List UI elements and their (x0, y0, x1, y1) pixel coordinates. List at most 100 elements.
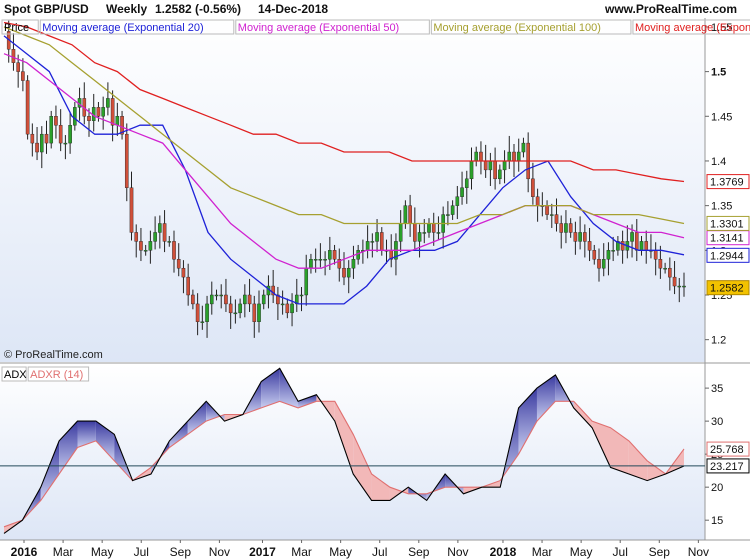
candle-body (583, 232, 587, 242)
x-tick-label: Nov (209, 545, 230, 559)
candle-body (276, 294, 280, 305)
candle-body (205, 303, 209, 322)
candle-body (228, 303, 233, 314)
candle-body (332, 250, 337, 260)
watermark: © ProRealTime.com (4, 349, 103, 361)
price-legend-box (632, 19, 750, 35)
candle-body (493, 160, 497, 180)
candle-body (153, 232, 157, 242)
candle-body (427, 223, 431, 233)
ma-value-box (706, 215, 750, 231)
price-y-tick-label: 1.2 (711, 335, 726, 347)
candle-body (663, 267, 667, 270)
x-tick-label: Sep (649, 545, 671, 559)
last-price-change: 1.2582 (-0.56%) (155, 2, 242, 16)
candle-body (634, 232, 639, 251)
candle-body (261, 294, 266, 305)
candle-body (219, 294, 224, 297)
candle-body (342, 267, 346, 278)
candle-body (398, 223, 403, 242)
candle-body (106, 98, 110, 108)
x-tick-label: Mar (291, 545, 312, 559)
candle-body (431, 223, 436, 233)
last-price-label: 1.2582 (710, 283, 744, 295)
candle-body (408, 205, 412, 224)
candle-body (162, 223, 167, 242)
candle-body (379, 232, 384, 251)
price-panel (0, 18, 705, 362)
price-y-tick-label: 1.45 (711, 111, 732, 123)
candle-body (337, 259, 342, 269)
ma-value-box (706, 247, 750, 263)
candle-body (455, 196, 460, 206)
candle-body (294, 294, 299, 305)
candle-body (172, 241, 176, 260)
candle-body (148, 241, 153, 251)
candle-body (224, 294, 228, 305)
candle-body (129, 187, 134, 233)
adx-y-tick-label: 20 (711, 482, 723, 494)
candle-body (35, 142, 39, 153)
candle-body (73, 107, 77, 126)
candle-body (559, 223, 564, 233)
candle-body (285, 303, 290, 314)
candle-body (101, 107, 105, 117)
adx-y-tick-label: 35 (711, 383, 723, 395)
candle-body (299, 294, 304, 297)
adx-fill-segment (610, 427, 629, 474)
x-tick-label: Nov (447, 545, 468, 559)
adx-value-box (706, 441, 750, 457)
candle-body (365, 241, 370, 251)
candle-body (346, 267, 351, 278)
ma-value-label: 1.3769 (710, 177, 744, 189)
adx-fill-segment (536, 374, 556, 422)
ma-value-box (706, 174, 750, 190)
candle-body (677, 285, 682, 288)
candle-body (252, 303, 257, 322)
candle-body (554, 214, 559, 224)
ma-value-label: 1.3301 (710, 218, 744, 230)
candle-body (313, 259, 318, 261)
adx-y-tick-label: 30 (711, 416, 723, 428)
adx-legend-item: ADXR (14) (30, 369, 83, 381)
candle-body (545, 205, 549, 215)
candle-body (644, 241, 649, 251)
x-tick-label: Mar (53, 545, 74, 559)
candle-body (668, 267, 672, 278)
candle-body (630, 232, 634, 242)
candle-body (403, 205, 408, 224)
adx-legend-box (1, 366, 27, 382)
candle-body (110, 98, 115, 126)
candle-body (186, 276, 190, 296)
instrument-title: Spot GBP/USD (4, 2, 89, 16)
candle-body (601, 259, 606, 269)
candle-body (460, 187, 464, 197)
candle-body (238, 303, 242, 314)
adx-fill-segment (298, 394, 317, 408)
candle-body (512, 151, 516, 162)
candle-body (535, 196, 540, 206)
x-tick-label: 2018 (490, 545, 517, 559)
candle-body (87, 116, 91, 121)
candle-body (25, 80, 30, 135)
adx-fill-segment (59, 421, 78, 474)
price-y-tick-label: 1.4 (711, 156, 726, 168)
ma-value-label: 1.3141 (710, 233, 744, 245)
candle-body (120, 116, 124, 135)
candle-body (549, 214, 554, 216)
candle-body (68, 125, 72, 144)
adx-line (3, 367, 685, 534)
adx-fill-segment (353, 434, 372, 501)
adx-fill-segment (518, 388, 537, 455)
candle-body (257, 303, 261, 322)
adx-fill-segment (628, 440, 648, 481)
chart-header: Spot GBP/USD Weekly 1.2582 (-0.56%) 14-D… (0, 0, 750, 18)
x-tick-label: May (91, 545, 114, 559)
adx-fill-segment (187, 401, 207, 435)
candle-body (143, 250, 148, 252)
candle-body (578, 232, 582, 242)
candle-body (304, 267, 309, 296)
candle-body (639, 241, 644, 251)
x-tick-label: Jul (372, 545, 387, 559)
